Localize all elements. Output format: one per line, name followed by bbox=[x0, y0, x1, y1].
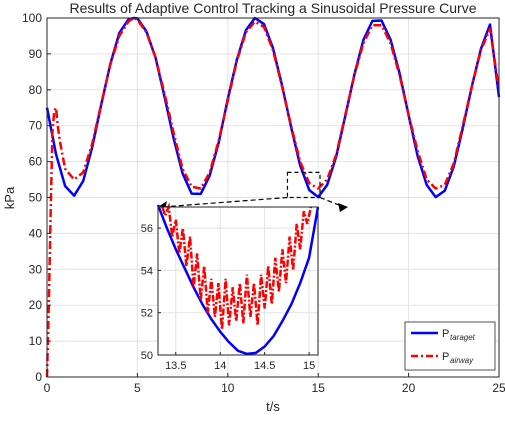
y-tick-label: 30 bbox=[29, 262, 43, 276]
y-tick-label: 0 bbox=[35, 370, 42, 384]
inset-x-tick-label: 14 bbox=[214, 360, 226, 372]
inset-x-tick-label: 13.5 bbox=[165, 360, 186, 372]
y-tick-label: 70 bbox=[29, 119, 43, 133]
y-tick-label: 60 bbox=[29, 155, 43, 169]
inset-x-tick-label: 15 bbox=[303, 360, 315, 372]
inset-series-line-target bbox=[156, 204, 320, 356]
legend-label-target-sub: taraget bbox=[450, 333, 476, 342]
y-axis-label: kPa bbox=[2, 186, 17, 209]
zoom-connector-left bbox=[161, 196, 288, 208]
x-tick-label: 25 bbox=[492, 381, 505, 395]
inset-frame bbox=[157, 206, 319, 356]
legend-label-airway-sub: airway bbox=[450, 356, 474, 365]
y-tick-label: 80 bbox=[29, 83, 43, 97]
inset-x-tick-label: 14.5 bbox=[254, 360, 275, 372]
x-tick-label: 0 bbox=[44, 381, 51, 395]
legend-label-target-main: P bbox=[442, 328, 449, 340]
y-tick-label: 50 bbox=[29, 191, 43, 205]
legend-box bbox=[404, 321, 496, 371]
inset-background bbox=[158, 207, 318, 355]
legend: P taraget P airway bbox=[404, 321, 496, 371]
zoom-connector-right bbox=[319, 196, 345, 208]
y-tick-label: 100 bbox=[22, 11, 42, 25]
x-tick-label: 20 bbox=[402, 381, 416, 395]
inset-y-tick-label: 50 bbox=[141, 350, 153, 362]
y-tick-label: 90 bbox=[29, 47, 43, 61]
zoom-box bbox=[286, 171, 321, 199]
x-tick-label: 10 bbox=[221, 381, 235, 395]
zoom-annotation bbox=[158, 171, 348, 212]
chart-title: Results of Adaptive Control Tracking a S… bbox=[70, 0, 477, 16]
x-tick-label: 5 bbox=[134, 381, 141, 395]
x-tick-label: 15 bbox=[312, 381, 326, 395]
inset-y-tick-label: 52 bbox=[141, 308, 153, 320]
zoom-arrowhead-right bbox=[338, 203, 348, 212]
legend-label-airway-main: P bbox=[442, 351, 449, 363]
main-ticks: 0 5 10 15 20 25 0 10 20 30 40 50 60 70 80 90 100 bbox=[22, 11, 505, 395]
y-tick-label: 20 bbox=[29, 298, 43, 312]
y-tick-label: 10 bbox=[29, 334, 43, 348]
series-line-airway bbox=[45, 16, 501, 378]
x-axis-label: t/s bbox=[266, 399, 280, 414]
y-tick-label: 40 bbox=[29, 226, 43, 240]
inset-y-tick-label: 54 bbox=[141, 265, 153, 277]
inset-axes: 13.5 14 14.5 15 50 52 54 56 bbox=[141, 202, 320, 372]
inset-y-tick-label: 56 bbox=[141, 223, 153, 235]
series-line-target bbox=[45, 16, 501, 199]
main-series bbox=[45, 16, 501, 378]
inset-series-line-airway bbox=[161, 202, 313, 330]
